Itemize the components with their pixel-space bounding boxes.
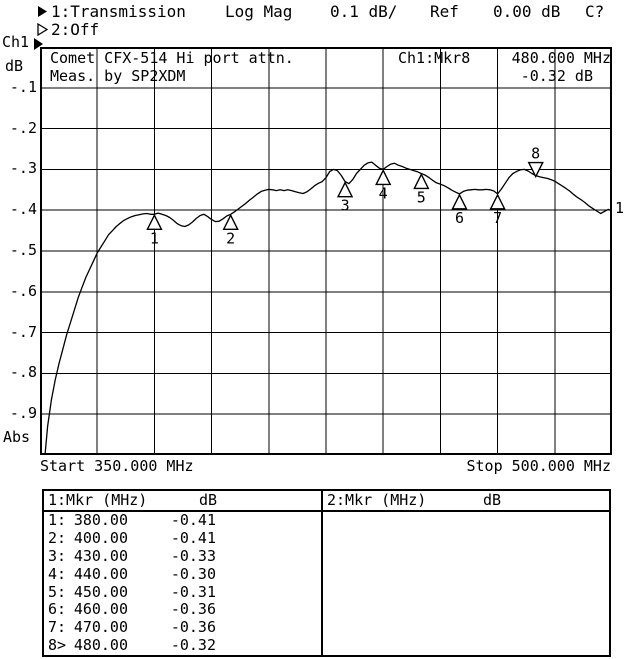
marker-triangle-up-icon xyxy=(451,193,468,210)
channel-label: Ch1 xyxy=(2,33,30,51)
y-axis-tick-label: -.8 xyxy=(9,363,37,382)
marker-dbv-cell: -0.41 xyxy=(170,528,216,547)
marker-table-row: 7: 470.00 -0.36 xyxy=(44,618,321,637)
marker-dbv-cell: -0.36 xyxy=(170,600,216,619)
marker-triangle-up-icon xyxy=(336,181,354,198)
marker-freq-cell: 430.00 xyxy=(73,546,128,565)
marker-table-row: 4: 440.00 -0.30 xyxy=(44,564,321,584)
trace-marker-8: 8 xyxy=(527,145,544,179)
marker-number-label: 7 xyxy=(493,209,502,227)
marker-freq-cell: 470.00 xyxy=(73,618,128,637)
trace-marker-4: 4 xyxy=(375,168,392,202)
trace-marker-5: 5 xyxy=(413,172,430,207)
marker-table-row: 6: 460.00 -0.36 xyxy=(44,601,321,619)
marker-number-label: 1 xyxy=(150,229,159,247)
ref-value: 0.00 dB xyxy=(493,2,561,21)
marker-dbv-cell: -0.41 xyxy=(170,511,216,529)
format-label: Log Mag xyxy=(225,2,293,21)
inactive-trace-arrow-icon xyxy=(37,23,48,36)
active-trace-arrow-icon xyxy=(38,6,47,17)
marker-freq-cell: 380.00 xyxy=(73,511,128,529)
marker-triangle-up-icon xyxy=(222,213,239,230)
marker-table-ch1-header-label: 1:Mkr (MHz) xyxy=(48,491,148,509)
marker-num-cell: 3: xyxy=(48,546,67,565)
marker-dbv-cell: -0.32 xyxy=(170,636,216,655)
marker-number-label: 5 xyxy=(417,189,426,207)
trace-number-label: 1 xyxy=(615,199,625,217)
marker-table-ch1-header-db: dB xyxy=(199,491,218,509)
marker-number-label: 8 xyxy=(531,145,540,163)
marker-number-label: 6 xyxy=(455,209,464,227)
cal-status-indicator: C? xyxy=(585,2,605,21)
y-axis-tick-label: -.7 xyxy=(9,322,37,341)
scale-label: 0.1 dB/ xyxy=(330,2,398,21)
marker-table-ch2: 2:Mkr (MHz) dB xyxy=(321,489,611,657)
y-axis-tick-label: -.4 xyxy=(9,200,37,219)
marker-triangle-up-icon xyxy=(489,193,506,210)
marker-table-ch2-header-db: dB xyxy=(483,491,502,509)
marker-table-row: 5: 450.00 -0.31 xyxy=(44,582,321,602)
trace-marker-6: 6 xyxy=(451,193,468,227)
y-axis-tick-label: -.2 xyxy=(9,118,37,137)
marker-num-cell: 1: xyxy=(48,511,67,529)
marker-freq-cell: 460.00 xyxy=(73,600,128,619)
trace-marker-2: 2 xyxy=(222,213,239,247)
marker-num-cell: 6: xyxy=(48,600,67,619)
marker-table-row: 8> 480.00 -0.32 xyxy=(44,636,321,655)
marker-table: 1:Mkr (MHz) dB 1: 380.00 -0.41 2: 400.00 -0.4… xyxy=(42,489,611,657)
start-frequency-label: Start 350.000 MHz xyxy=(40,457,194,475)
marker-dbv-cell: -0.30 xyxy=(170,564,216,583)
y-axis-tick-label: -.5 xyxy=(9,241,37,259)
marker-table-ch1-header: 1:Mkr (MHz) dB xyxy=(44,491,321,512)
marker-triangle-up-icon xyxy=(413,172,430,190)
marker-num-cell: 4: xyxy=(48,564,67,583)
marker-table-row: 3: 430.00 -0.33 xyxy=(44,546,321,566)
y-axis-unit-label: dB xyxy=(5,57,24,75)
trace-marker-7: 7 xyxy=(489,193,506,227)
marker-freq-cell: 450.00 xyxy=(73,582,128,601)
marker-dbv-cell: -0.33 xyxy=(170,546,216,565)
marker-num-cell: 8> xyxy=(48,636,67,655)
marker-number-label: 4 xyxy=(379,184,388,202)
marker-table-ch1-rows: 1: 380.00 -0.41 2: 400.00 -0.41 3: 430.00 -0.33 4… xyxy=(44,511,321,655)
marker-num-cell: 2: xyxy=(48,528,67,547)
marker-dbv-cell: -0.31 xyxy=(170,582,216,601)
marker-dbv-cell: -0.36 xyxy=(170,618,216,637)
marker-freq-cell: 400.00 xyxy=(73,528,128,547)
marker-number-label: 2 xyxy=(226,229,235,247)
y-axis-tick-label: -.3 xyxy=(9,159,37,178)
stop-frequency-label: Stop 500.000 MHz xyxy=(466,457,612,475)
marker-freq-cell: 480.00 xyxy=(73,636,128,655)
ref-label: Ref xyxy=(430,2,459,21)
y-axis-tick-label: -.1 xyxy=(9,77,37,96)
marker-table-ch2-header: 2:Mkr (MHz) dB xyxy=(323,491,609,512)
graticule-border xyxy=(40,47,612,455)
channel-arrow-icon xyxy=(34,38,44,50)
trace-1-line xyxy=(44,161,612,455)
trace1-status: 1:Transmission xyxy=(37,3,186,20)
trace-marker-1: 1 xyxy=(146,213,163,247)
marker-table-row: 1: 380.00 -0.41 xyxy=(44,511,321,530)
trace-marker-3: 3 xyxy=(336,181,354,215)
marker-triangle-up-icon xyxy=(375,168,392,186)
marker-number-label: 3 xyxy=(341,197,350,215)
marker-table-ch2-header-label: 2:Mkr (MHz) xyxy=(327,491,427,509)
trace2-label: 2:Off xyxy=(51,20,100,39)
channel-indicator: Ch1 xyxy=(2,33,44,51)
marker-triangle-up-icon xyxy=(146,213,163,230)
marker-num-cell: 7: xyxy=(48,618,67,637)
chart-svg: 1 2 3 4 5 6 7 8 xyxy=(40,47,612,455)
marker-table-ch1: 1:Mkr (MHz) dB 1: 380.00 -0.41 2: 400.00 -0.4… xyxy=(42,489,323,657)
marker-freq-cell: 440.00 xyxy=(73,564,128,583)
trace1-label: 1:Transmission xyxy=(51,2,186,21)
marker-num-cell: 5: xyxy=(48,582,67,601)
y-axis-tick-label: -.9 xyxy=(9,404,37,423)
trace2-status: 2:Off xyxy=(37,21,99,38)
y-axis-tick-label: -.6 xyxy=(9,281,37,300)
y-axis-abs-label: Abs xyxy=(3,428,31,446)
marker-triangle-down-icon xyxy=(527,161,544,179)
marker-table-row: 2: 400.00 -0.41 xyxy=(44,528,321,548)
